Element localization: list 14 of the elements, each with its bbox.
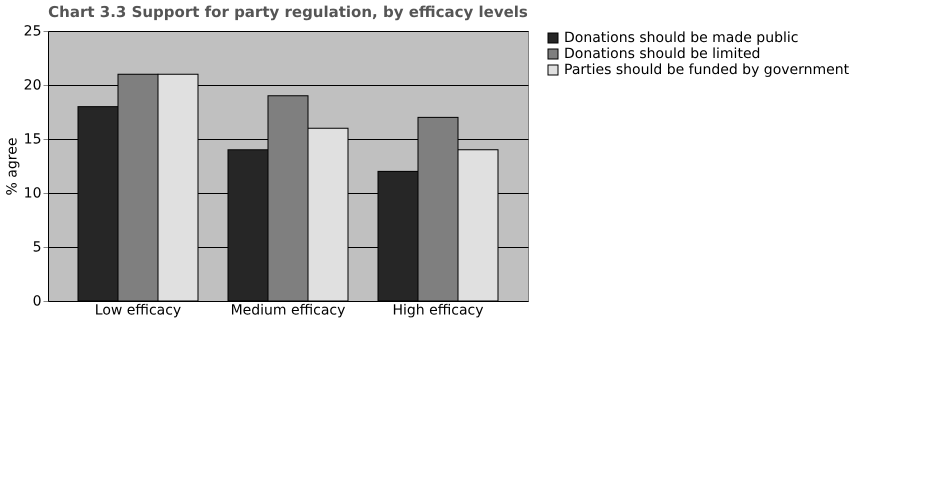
chart-title: Chart 3.3 Support for party regulation, by efficacy levels	[48, 3, 528, 21]
y-tick-label: 0	[32, 294, 42, 310]
legend-label: Donations should be limited	[564, 46, 760, 62]
x-tick-label: High efficacy	[392, 302, 484, 318]
legend-label: Donations should be made public	[564, 30, 798, 46]
legend-label: Parties should be funded by government	[564, 62, 850, 78]
x-tick-label: Medium efficacy	[230, 302, 346, 318]
x-tick-label: Low efficacy	[94, 302, 182, 318]
y-tick-label: 10	[24, 186, 42, 202]
y-tick-label: 20	[24, 78, 42, 94]
y-tick-label: 15	[24, 132, 42, 148]
y-tick-label: 25	[24, 24, 42, 40]
y-tick-label: 5	[32, 240, 42, 256]
y-axis-title: % agree	[4, 138, 21, 196]
